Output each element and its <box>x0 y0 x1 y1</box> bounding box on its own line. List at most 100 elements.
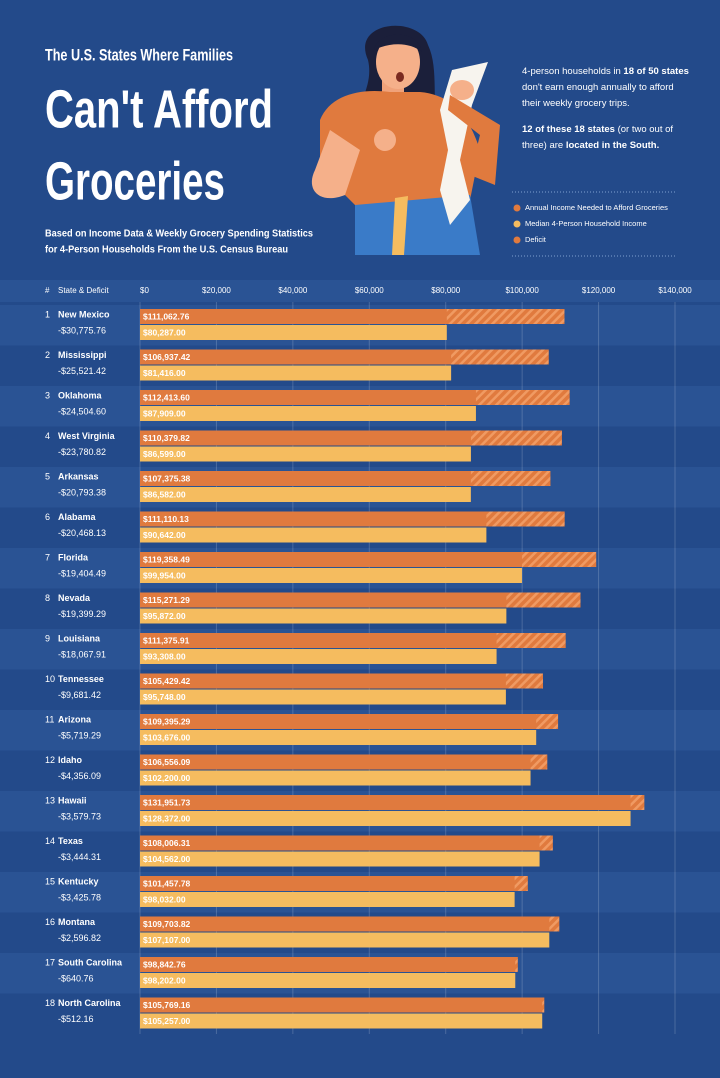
bar <box>140 568 522 583</box>
bar <box>140 957 518 972</box>
bar <box>140 592 581 608</box>
value-label: $111,062.76 <box>143 311 190 321</box>
legend-swatch <box>513 204 521 212</box>
bar <box>140 892 515 907</box>
value-label: $80,287.00 <box>143 327 186 337</box>
value-label: $131,951.73 <box>143 797 191 807</box>
bar <box>140 851 540 867</box>
legend-label: Median 4-Person Household Income <box>525 219 647 228</box>
bar <box>140 730 537 745</box>
bar <box>140 406 476 421</box>
bar <box>140 527 487 543</box>
value-label: $105,257.00 <box>143 1016 191 1026</box>
state-name: Nevada <box>58 593 91 603</box>
bar <box>140 552 597 567</box>
legend-label: Annual Income Needed to Afford Groceries <box>525 203 668 212</box>
rank: 6 <box>45 512 50 522</box>
bar <box>140 795 645 810</box>
note-text: (or two out of three) are <box>522 124 674 151</box>
deficit-hatch <box>539 835 553 851</box>
rank: 1 <box>45 309 50 319</box>
x-tick-label: $120,000 <box>582 286 616 295</box>
deficit-label: -$25,521.42 <box>58 366 106 376</box>
deficit-label: -$9,681.42 <box>58 690 101 700</box>
bar <box>140 916 560 932</box>
deficit-hatch <box>515 957 518 972</box>
value-label: $119,358.49 <box>143 554 190 564</box>
deficit-label: -$4,356.09 <box>58 771 101 781</box>
deficit-label: -$23,780.82 <box>58 447 106 457</box>
value-label: $104,562.00 <box>143 854 191 864</box>
state-name: Mississippi <box>58 350 107 360</box>
state-name: Arizona <box>58 714 92 724</box>
value-label: $90,642.00 <box>143 530 186 540</box>
deficit-hatch <box>470 430 562 446</box>
value-label: $99,954.00 <box>143 570 186 580</box>
state-name: Oklahoma <box>58 390 103 400</box>
value-label: $87,909.00 <box>143 408 186 418</box>
rank: 17 <box>45 957 55 967</box>
value-label: $109,395.29 <box>143 716 191 726</box>
legend-swatch <box>513 236 521 244</box>
deficit-label: -$20,793.38 <box>58 487 106 497</box>
bar <box>140 471 551 486</box>
deficit-hatch <box>514 876 528 891</box>
illustration <box>311 25 500 255</box>
value-label: $106,556.09 <box>143 757 191 767</box>
bar <box>140 973 516 988</box>
deficit-label: -$20,468.13 <box>58 528 106 538</box>
value-label: $110,379.82 <box>143 433 190 443</box>
bar <box>140 997 545 1013</box>
value-label: $112,413.60 <box>143 392 190 402</box>
deficit-hatch <box>549 916 560 932</box>
deficit-hatch <box>446 309 565 324</box>
rank: 14 <box>45 836 55 846</box>
category-header: State & Deficit <box>58 286 109 295</box>
state-name: North Carolina <box>58 998 121 1008</box>
x-tick-label: $80,000 <box>431 286 460 295</box>
rank-header: # <box>45 286 50 295</box>
note-text: don't earn enough annually to afford the… <box>522 82 674 109</box>
bar <box>140 487 471 502</box>
rank: 12 <box>45 755 55 765</box>
state-name: Tennessee <box>58 674 104 684</box>
deficit-label: -$3,579.73 <box>58 811 101 821</box>
bar <box>140 754 548 770</box>
rank: 2 <box>45 350 50 360</box>
axis-header-band <box>0 280 720 302</box>
value-label: $103,676.00 <box>143 732 191 742</box>
side-note: 4-person households in 18 of 50 states d… <box>522 64 690 164</box>
state-name: New Mexico <box>58 309 110 319</box>
state-name: West Virginia <box>58 431 116 441</box>
bar <box>140 1013 543 1029</box>
deficit-label: -$24,504.60 <box>58 406 106 416</box>
value-label: $98,842.76 <box>143 959 186 969</box>
rank: 10 <box>45 674 55 684</box>
value-label: $107,375.38 <box>143 473 191 483</box>
value-label: $105,769.16 <box>143 1000 191 1010</box>
deficit-label: -$30,775.76 <box>58 325 106 335</box>
bar <box>140 390 570 405</box>
rank: 4 <box>45 431 50 441</box>
title: Groceries <box>45 151 225 211</box>
deficit-hatch <box>506 592 581 608</box>
bar <box>140 770 531 786</box>
note-text: located in the South. <box>565 140 660 151</box>
deficit-hatch <box>521 552 597 567</box>
state-name: Kentucky <box>58 876 99 886</box>
state-name: Hawaii <box>58 795 87 805</box>
bar <box>140 608 507 624</box>
note-paragraph: 4-person households in 18 of 50 states d… <box>522 64 690 112</box>
deficit-hatch <box>536 714 559 729</box>
deficit-label: -$19,404.49 <box>58 568 106 578</box>
legend-swatch <box>513 220 521 228</box>
rank: 9 <box>45 633 50 643</box>
deficit-label: -$19,399.29 <box>58 609 106 619</box>
value-label: $107,107.00 <box>143 935 191 945</box>
state-name: Texas <box>58 836 83 846</box>
value-label: $111,110.13 <box>143 514 189 524</box>
x-tick-label: $20,000 <box>202 286 231 295</box>
note-text: 12 of these 18 states <box>522 124 615 135</box>
value-label: $95,748.00 <box>143 692 186 702</box>
